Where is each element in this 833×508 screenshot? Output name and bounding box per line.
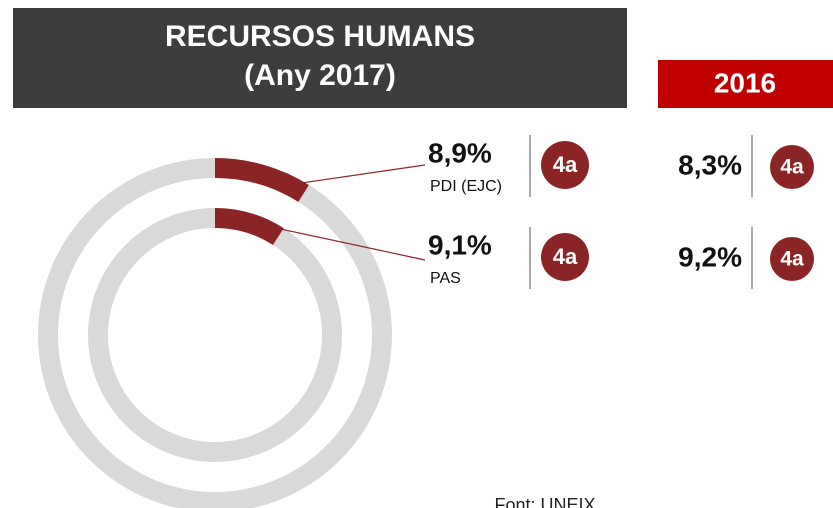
- value-label: 9,1%: [428, 229, 492, 260]
- source: Font: UNEIX: [494, 495, 595, 508]
- ring-arc: [214, 158, 309, 203]
- value-label: 8,9%: [428, 137, 492, 168]
- comparison-value: 8,3%: [678, 149, 742, 180]
- comparison-value: 9,2%: [678, 241, 742, 272]
- leader-line: [275, 227, 426, 261]
- ring-track: [88, 208, 342, 462]
- rank-label: 4a: [780, 248, 804, 271]
- title-box: [13, 8, 627, 108]
- leader-line: [298, 164, 426, 185]
- rank-label: 4a: [780, 156, 804, 179]
- series-name: PAS: [430, 270, 461, 287]
- chart-subtitle: (Any 2017): [244, 59, 396, 92]
- rank-label: 4a: [553, 244, 578, 269]
- comparison-title: 2016: [714, 67, 776, 98]
- rank-label: 4a: [553, 152, 578, 177]
- rank-badge: [770, 237, 814, 281]
- chart-title: RECURSOS HUMANS: [165, 20, 475, 53]
- rank-badge: [541, 141, 589, 189]
- ring-arc: [214, 208, 284, 246]
- rank-badge: [770, 145, 814, 189]
- series-name: PDI (EJC): [430, 178, 502, 195]
- comparison-box: [658, 60, 833, 108]
- rank-badge: [541, 233, 589, 281]
